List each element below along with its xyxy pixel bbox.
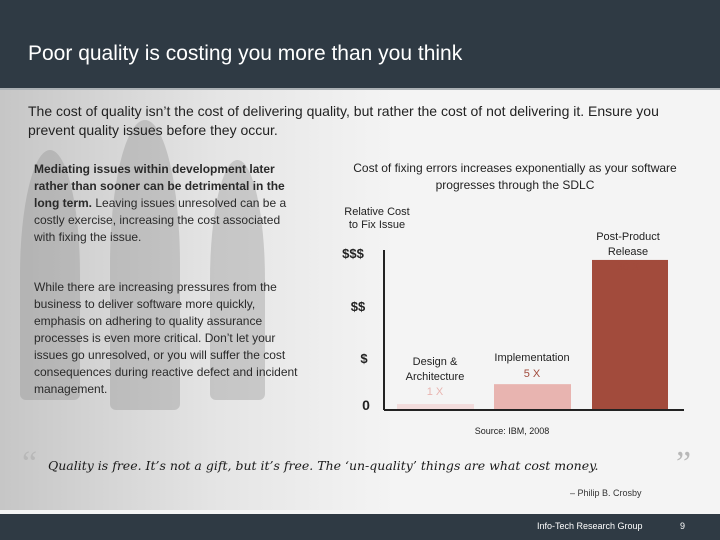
chart-source: Source: IBM, 2008 [475,426,550,436]
quote-text: Quality is free. It’s not a gift, but it… [48,458,599,473]
close-quote-mark: ” [676,445,692,482]
open-quote-mark: “ [22,445,38,482]
multiplier-label: 30 X [617,261,640,273]
category-label-cont: Release [608,246,648,258]
page-title: Poor quality is costing you more than yo… [28,42,463,65]
category-label: Design & [413,356,458,368]
y-tick-label: $ [360,351,368,366]
chess-piece-silhouette [20,150,80,400]
chess-piece-silhouette [110,120,180,410]
paragraph-2: While there are increasing pressures fro… [34,280,298,396]
category-label-cont: Architecture [406,371,465,383]
category-label: Post-Product [596,231,660,243]
bar-2 [494,384,571,409]
paragraph-1-rest: Leaving issues unresolved can be a costl… [34,196,287,244]
footer-bar [0,514,720,540]
header-bar [0,0,720,90]
chart-ylabel-line-2: to Fix Issue [349,219,405,231]
y-tick-label: $$$ [342,246,364,261]
y-tick-label: $$ [351,299,366,314]
paragraph-1: Mediating issues within development late… [34,161,304,246]
quote-attribution: – Philip B. Crosby [570,488,642,498]
y-tick-label: 0 [362,397,370,413]
header-divider [0,88,720,90]
multiplier-label: 5 X [524,368,541,380]
chart-ylabel-line-1: Relative Cost [344,206,409,218]
category-label: Implementation [494,352,569,364]
chart-title: Cost of fixing errors increases exponent… [353,161,677,192]
paragraph-1-bold: Mediating issues within development late… [34,162,285,210]
chess-piece-silhouette [210,160,265,400]
footer-brand: Info-Tech Research Group [537,521,643,531]
page-number: 9 [680,521,686,531]
bar-3 [592,259,668,409]
lead-text: The cost of quality isn’t the cost of de… [28,103,659,138]
bar-1 [397,404,474,409]
multiplier-label: 1 X [427,386,444,398]
